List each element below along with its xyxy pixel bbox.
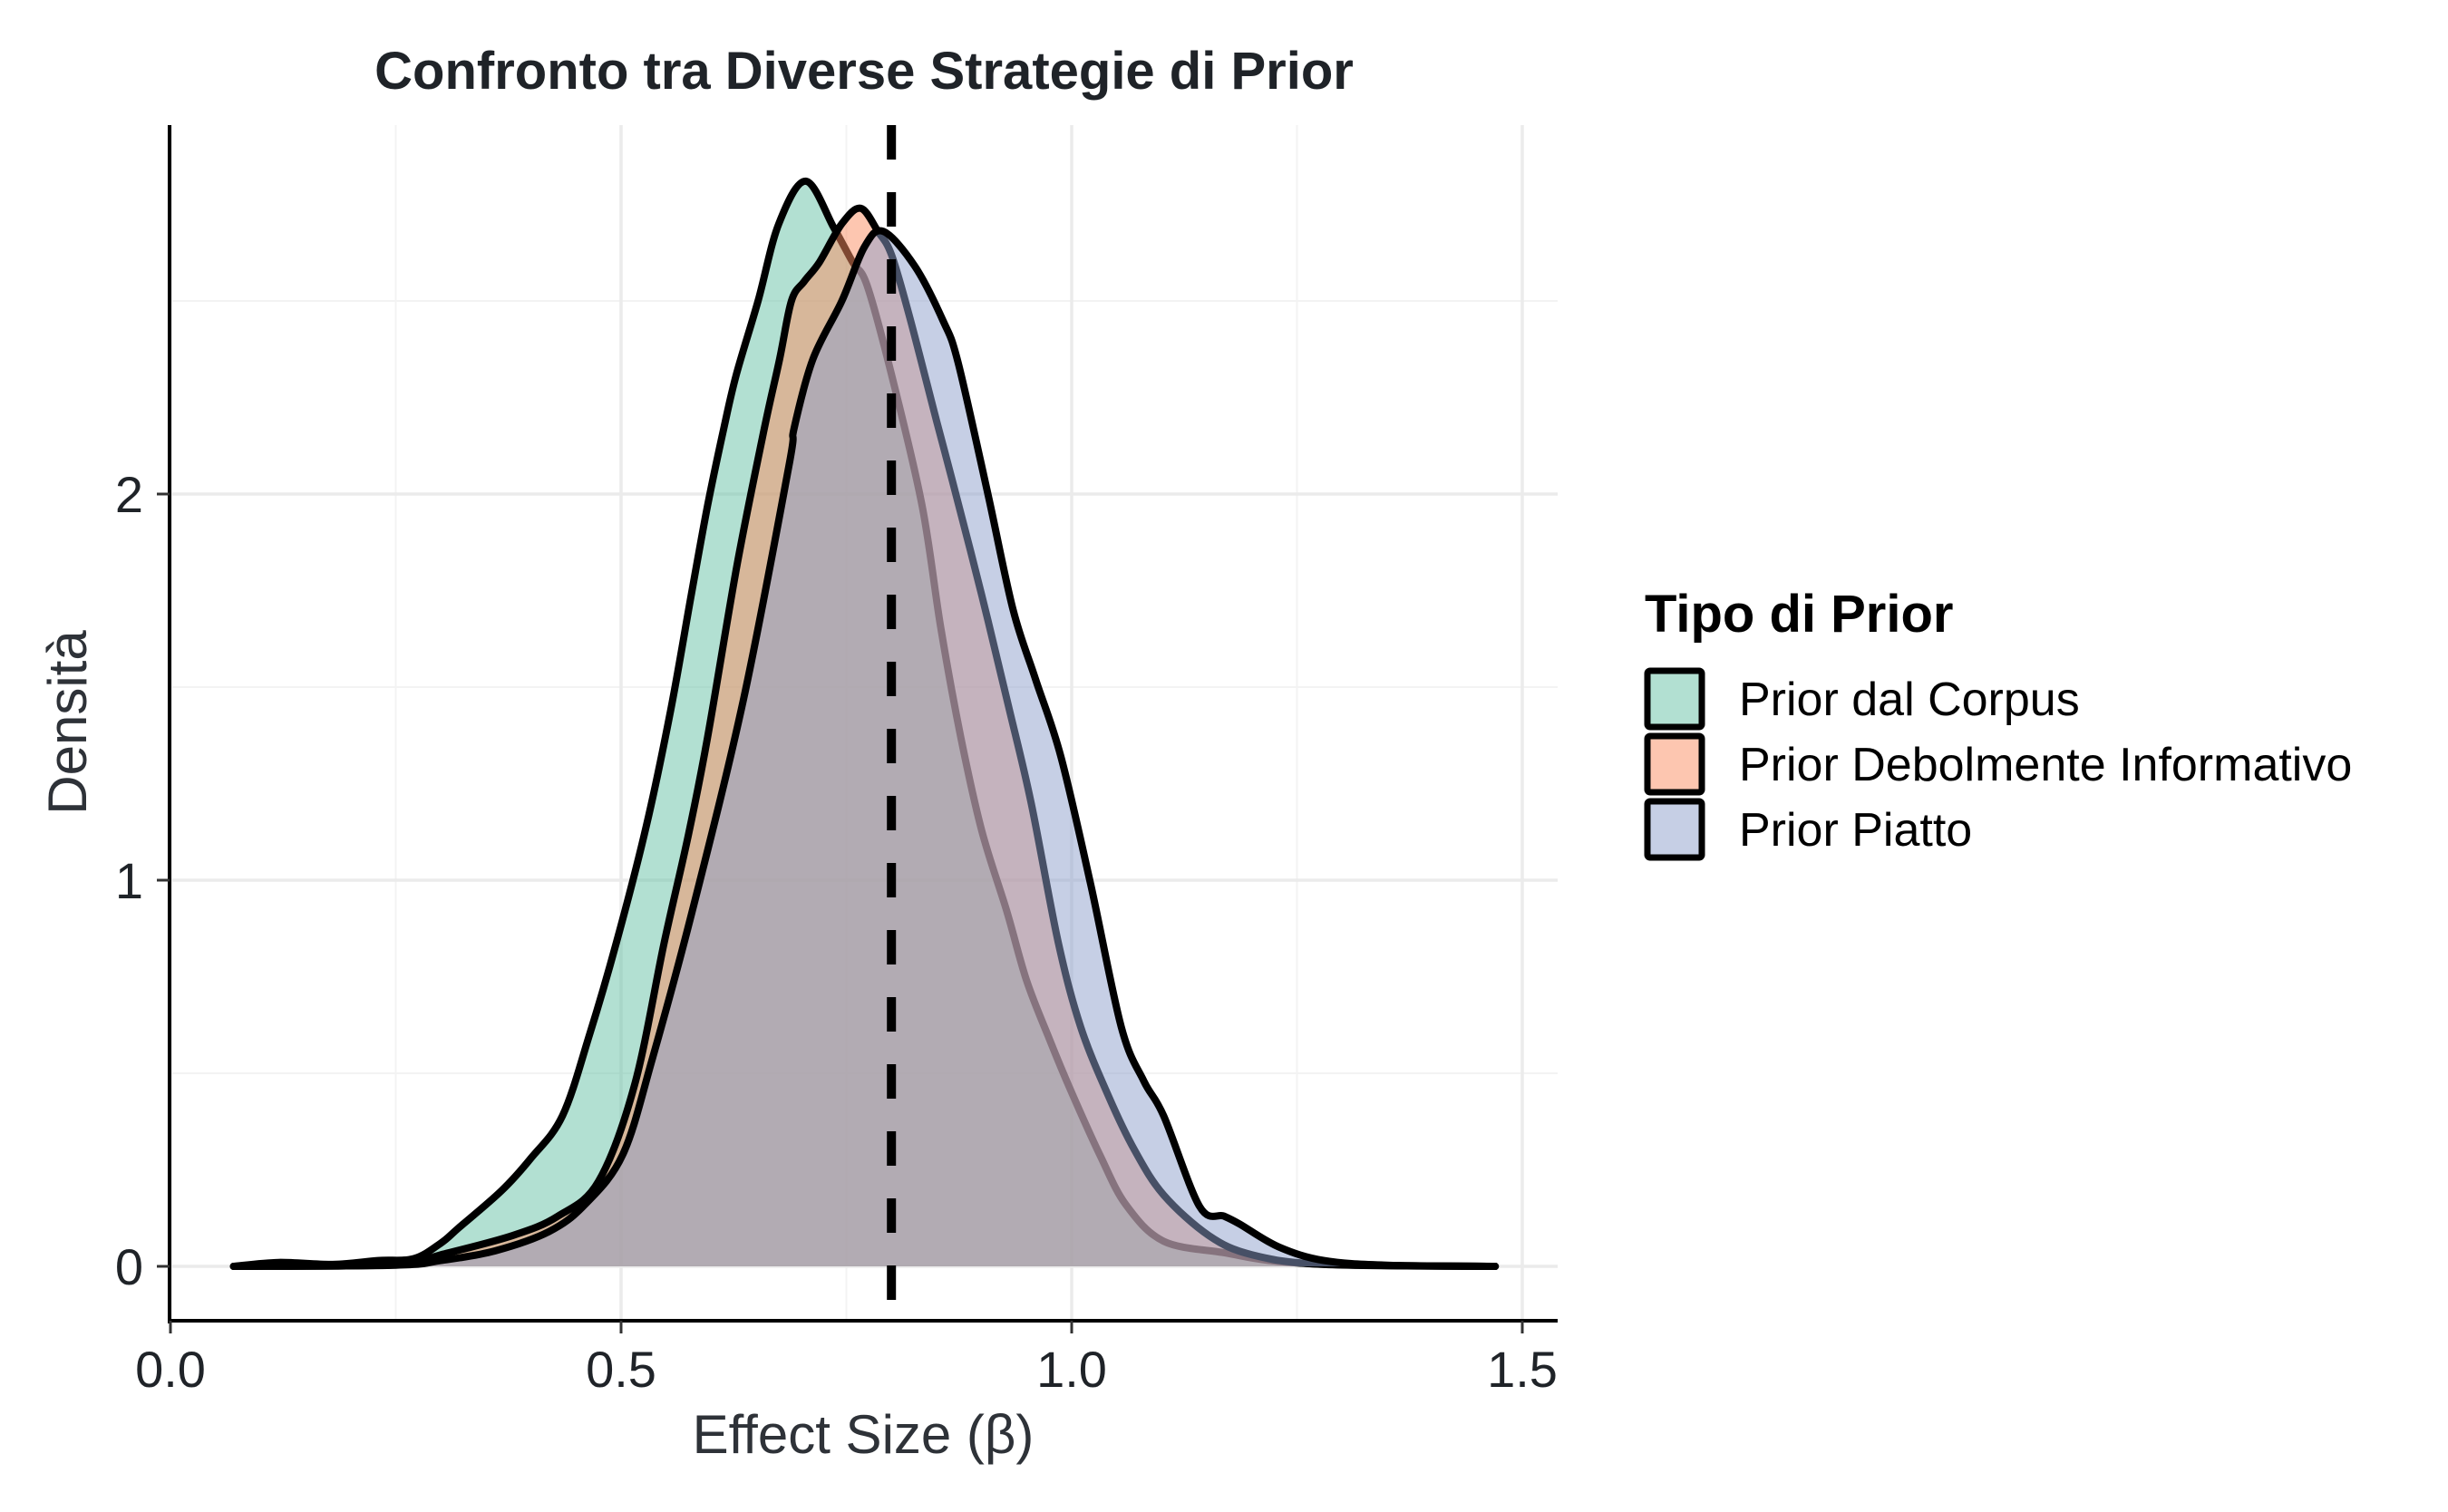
y-tick-label: 2 [115, 466, 143, 523]
legend-title: Tipo di Prior [1645, 585, 1954, 644]
density-areas [229, 177, 1500, 1270]
legend-item: Prior Piatto [1644, 798, 1972, 861]
chart-title: Confronto tra Diverse Strategie di Prior [374, 42, 1354, 101]
legend-label: Prior Debolmente Informativo [1739, 739, 2352, 791]
legend-label: Prior Piatto [1739, 804, 1972, 857]
density-series-2 [229, 227, 1500, 1270]
x-tick-label: 1.0 [1036, 1341, 1107, 1398]
y-axis-title: Densità [37, 630, 98, 815]
x-axis-ticks: 0.0 0.5 1.0 1.5 [135, 1321, 1558, 1398]
legend-label: Prior dal Corpus [1739, 674, 2080, 726]
x-tick-label: 0.5 [586, 1341, 656, 1398]
density-outline [229, 227, 1500, 1270]
legend: Tipo di Prior Prior dal Corpus Prior Debo… [1644, 585, 2352, 861]
x-tick-label: 1.5 [1487, 1341, 1558, 1398]
density-fill [233, 230, 1496, 1266]
legend-swatch [1644, 798, 1705, 861]
x-tick-label: 0.0 [135, 1341, 206, 1398]
y-axis-ticks: 0 1 2 [115, 466, 170, 1295]
x-axis-title: Effect Size (β) [693, 1404, 1035, 1465]
legend-item: Prior Debolmente Informativo [1644, 732, 2352, 796]
y-tick-label: 0 [115, 1238, 143, 1295]
legend-item: Prior dal Corpus [1644, 667, 2080, 731]
legend-swatch [1644, 667, 1705, 731]
legend-swatch [1644, 732, 1705, 796]
y-tick-label: 1 [115, 852, 143, 909]
